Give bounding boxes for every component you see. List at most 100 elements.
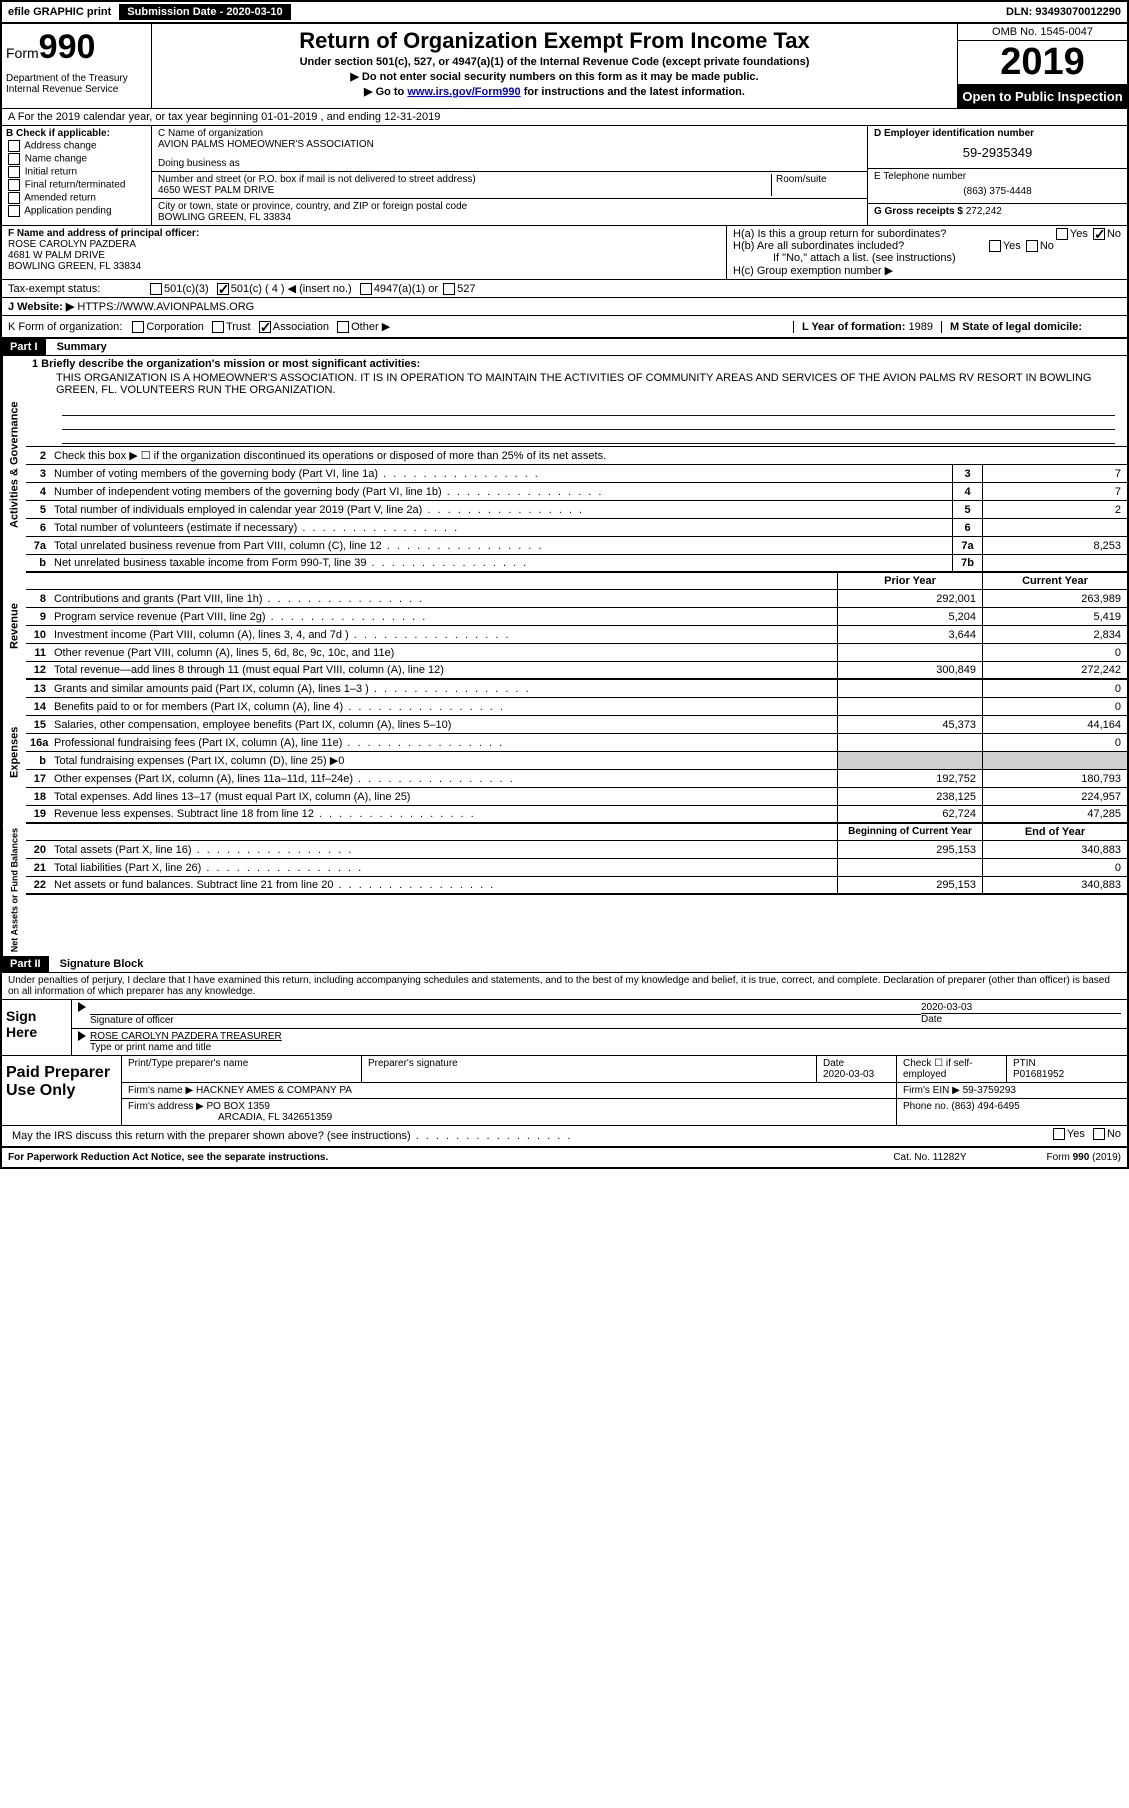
receipts: 272,242 [966, 206, 1002, 217]
opt-501c: 501(c) ( 4 ) ◀ (insert no.) [231, 282, 352, 295]
part2-header: Part II [2, 956, 49, 972]
cb-corp[interactable] [132, 321, 144, 333]
opt-pending[interactable]: Application pending [6, 205, 147, 217]
paid-header-row: Print/Type preparer's name Preparer's si… [122, 1056, 1127, 1083]
header-left: Form990 Department of the Treasury Inter… [2, 24, 152, 108]
line22: 22Net assets or fund balances. Subtract … [26, 877, 1127, 895]
paid-h2: Preparer's signature [362, 1056, 817, 1082]
opt-527: 527 [457, 283, 475, 295]
sig-officer-label: Signature of officer [90, 1014, 921, 1026]
opt-501c3: 501(c)(3) [164, 283, 209, 295]
line16b: bTotal fundraising expenses (Part IX, co… [26, 752, 1127, 770]
vert-net: Net Assets or Fund Balances [2, 824, 26, 956]
submission-date-btn[interactable]: Submission Date - 2020-03-10 [118, 3, 291, 21]
irs-link[interactable]: www.irs.gov/Form990 [407, 86, 520, 98]
paid-label: Paid Preparer Use Only [2, 1056, 122, 1125]
line1-q: 1 Briefly describe the organization's mi… [32, 358, 1121, 370]
footer-left: For Paperwork Reduction Act Notice, see … [8, 1152, 893, 1163]
line11: 11Other revenue (Part VIII, column (A), … [26, 644, 1127, 662]
part1-header: Part I [2, 339, 46, 355]
street-label: Number and street (or P.O. box if mail i… [158, 174, 771, 185]
sub3-pre: ▶ Go to [364, 86, 407, 98]
m-label: M State of legal domicile: [950, 321, 1082, 333]
sign-here-table: Sign Here Signature of officer 2020-03-0… [2, 999, 1127, 1055]
department: Department of the Treasury Internal Reve… [6, 73, 147, 95]
line18: 18Total expenses. Add lines 13–17 (must … [26, 788, 1127, 806]
omb: OMB No. 1545-0047 [958, 24, 1127, 41]
line17: 17Other expenses (Part IX, column (A), l… [26, 770, 1127, 788]
sig-name-label: Type or print name and title [90, 1042, 1121, 1053]
ha-row: H(a) Is this a group return for subordin… [733, 228, 1121, 240]
rev-body: Prior YearCurrent Year 8Contributions an… [26, 573, 1127, 680]
cb-527[interactable] [443, 283, 455, 295]
line13: 13Grants and similar amounts paid (Part … [26, 680, 1127, 698]
cb-discuss-yes[interactable] [1053, 1128, 1065, 1140]
cb-assoc[interactable] [259, 321, 271, 333]
part2-title: Signature Block [52, 956, 152, 972]
room-label: Room/suite [776, 174, 861, 185]
form-label: Form [6, 45, 39, 61]
tax-year: 2019 [958, 41, 1127, 85]
arrow-icon [78, 1002, 86, 1012]
vert-ag: Activities & Governance [2, 356, 26, 573]
hb-note: If "No," attach a list. (see instruction… [773, 252, 1121, 264]
line15: 15Salaries, other compensation, employee… [26, 716, 1127, 734]
part2-bar: Part II Signature Block [2, 956, 1127, 973]
form-container: Form990 Department of the Treasury Inter… [0, 24, 1129, 1169]
paid-right: Print/Type preparer's name Preparer's si… [122, 1056, 1127, 1125]
opt-initial[interactable]: Initial return [6, 166, 147, 178]
section-f-h: F Name and address of principal officer:… [2, 226, 1127, 280]
tax-status-row: Tax-exempt status: 501(c)(3) 501(c) ( 4 … [2, 280, 1127, 298]
paid-preparer-table: Paid Preparer Use Only Print/Type prepar… [2, 1055, 1127, 1126]
form-title: Return of Organization Exempt From Incom… [160, 28, 949, 54]
sub1: Under section 501(c), 527, or 4947(a)(1)… [160, 56, 949, 68]
col-d: D Employer identification number 59-2935… [867, 126, 1127, 225]
header-right: OMB No. 1545-0047 2019 Open to Public In… [957, 24, 1127, 108]
cb-trust[interactable] [212, 321, 224, 333]
exp-body: 13Grants and similar amounts paid (Part … [26, 680, 1127, 824]
section-entity: B Check if applicable: Address change Na… [2, 126, 1127, 226]
cb-501c3[interactable] [150, 283, 162, 295]
topbar: efile GRAPHIC print Submission Date - 20… [0, 0, 1129, 24]
k-row: K Form of organization: Corporation Trus… [2, 316, 1127, 339]
officer-name: ROSE CAROLYN PAZDERA [8, 239, 720, 250]
b-label: B Check if applicable: [6, 128, 147, 139]
sig-name-row: ROSE CAROLYN PAZDERA TREASURER Type or p… [72, 1029, 1127, 1055]
cb-501c[interactable] [217, 283, 229, 295]
cb-discuss-no[interactable] [1093, 1128, 1105, 1140]
ag-body: 1 Briefly describe the organization's mi… [26, 356, 1127, 573]
opt-amended[interactable]: Amended return [6, 192, 147, 204]
line1-text: THIS ORGANIZATION IS A HOMEOWNER'S ASSOC… [56, 372, 1121, 396]
phone-row: E Telephone number (863) 375-4448 [868, 169, 1127, 204]
col-c: C Name of organization AVION PALMS HOMEO… [152, 126, 867, 225]
expenses-section: Expenses 13Grants and similar amounts pa… [2, 680, 1127, 824]
footer-form: Form 990 (2019) [1047, 1152, 1121, 1163]
street: 4650 WEST PALM DRIVE [158, 185, 771, 196]
sub3-post: for instructions and the latest informat… [521, 86, 745, 98]
opt-address[interactable]: Address change [6, 140, 147, 152]
dln: DLN: 93493070012290 [1000, 4, 1127, 20]
line4: 4Number of independent voting members of… [26, 483, 1127, 501]
rev-headers: Prior YearCurrent Year [26, 573, 1127, 590]
firm-addr: Firm's address ▶ PO BOX 1359ARCADIA, FL … [122, 1099, 897, 1125]
line16a: 16aProfessional fundraising fees (Part I… [26, 734, 1127, 752]
line5: 5Total number of individuals employed in… [26, 501, 1127, 519]
activities-section: Activities & Governance 1 Briefly descri… [2, 356, 1127, 573]
opt-final[interactable]: Final return/terminated [6, 179, 147, 191]
efile-label: efile GRAPHIC print [2, 4, 117, 20]
row-a: A For the 2019 calendar year, or tax yea… [2, 109, 1127, 126]
blue-line [62, 416, 1115, 430]
f-label: F Name and address of principal officer: [8, 228, 720, 239]
paid-h3: Date2020-03-03 [817, 1056, 897, 1082]
sig-officer-row: Signature of officer 2020-03-03 Date [72, 1000, 1127, 1029]
net-headers: Beginning of Current YearEnd of Year [26, 824, 1127, 841]
l-label: L Year of formation: [802, 321, 906, 333]
open-public: Open to Public Inspection [958, 85, 1127, 108]
sig-date-label: Date [921, 1013, 1121, 1025]
vert-rev: Revenue [2, 573, 26, 680]
officer-addr2: BOWLING GREEN, FL 33834 [8, 261, 720, 272]
opt-name[interactable]: Name change [6, 153, 147, 165]
cb-4947[interactable] [360, 283, 372, 295]
part1-title: Summary [49, 339, 115, 355]
cb-other[interactable] [337, 321, 349, 333]
